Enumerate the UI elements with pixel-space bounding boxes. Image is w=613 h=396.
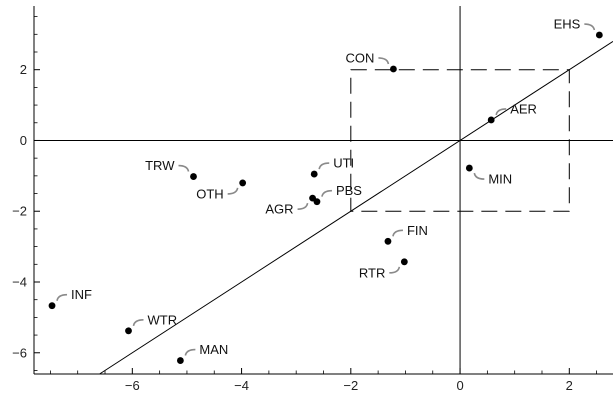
label-min: MIN: [488, 172, 512, 187]
x-tick-label: 0: [456, 378, 463, 393]
point-inf: [48, 302, 56, 310]
y-tick-label: 0: [20, 133, 27, 148]
point-rtr: [400, 258, 408, 266]
diagonal-identity-line: [99, 40, 613, 375]
label-agr: AGR: [265, 202, 293, 217]
point-wtr: [125, 327, 132, 335]
data-points: [48, 31, 603, 364]
leader-agr: [297, 202, 309, 210]
leader-pbs: [321, 189, 332, 197]
label-fin: FIN: [407, 223, 428, 238]
label-aer: AER: [510, 101, 537, 116]
label-rtr: RTR: [359, 265, 385, 280]
leader-aer: [495, 108, 507, 116]
y-tick-label: −4: [12, 275, 27, 290]
label-trw: TRW: [145, 158, 175, 173]
label-uti: UTI: [333, 156, 354, 171]
dashed-box: [350, 69, 570, 212]
label-man: MAN: [199, 342, 228, 357]
x-axis-ticks: −6 −4 −2 0 2: [49, 368, 598, 393]
leader-rtr: [389, 266, 401, 274]
y-axis-ticks: −6 −4 −2 0 2: [12, 16, 40, 371]
point-labels: EHS CON AER MIN UTI TRW OTH PBS AGR FIN RTR INF WTR M…: [71, 17, 581, 358]
point-agr: [309, 194, 316, 202]
point-man: [176, 357, 184, 364]
point-aer: [487, 116, 495, 124]
point-min: [465, 164, 473, 172]
leader-ehs: [584, 23, 596, 31]
y-tick-label: −2: [12, 204, 27, 219]
x-tick-label: −4: [234, 378, 249, 393]
y-tick-label: 2: [20, 62, 27, 77]
leader-min: [473, 172, 485, 180]
label-leader-lines: [56, 23, 596, 356]
x-tick-label: −6: [125, 378, 140, 393]
point-con: [390, 65, 397, 73]
leader-wtr: [132, 319, 144, 327]
point-trw: [190, 173, 197, 180]
plot-frame: [33, 6, 613, 375]
leader-man: [184, 348, 196, 356]
label-inf: INF: [71, 287, 92, 302]
leader-fin: [392, 229, 403, 237]
point-uti: [310, 170, 318, 178]
x-tick-label: 2: [566, 378, 573, 393]
point-oth: [239, 179, 247, 187]
point-fin: [384, 237, 392, 245]
leader-oth: [227, 187, 239, 195]
label-con: CON: [346, 50, 375, 65]
x-tick-label: −2: [343, 378, 358, 393]
leader-uti: [318, 162, 330, 170]
label-oth: OTH: [196, 186, 223, 201]
leader-trw: [178, 164, 190, 172]
leader-con: [378, 57, 390, 65]
label-pbs: PBS: [336, 183, 362, 198]
point-ehs: [595, 31, 603, 39]
label-ehs: EHS: [554, 17, 581, 32]
label-wtr: WTR: [147, 312, 177, 327]
reference-lines: [34, 6, 613, 375]
y-tick-label: −6: [12, 345, 27, 360]
leader-inf: [56, 293, 68, 301]
